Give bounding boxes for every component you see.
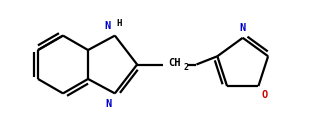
- Text: N: N: [104, 21, 111, 31]
- Text: H: H: [117, 19, 122, 28]
- Text: 2: 2: [183, 63, 188, 72]
- Text: N: N: [240, 23, 246, 33]
- Text: CH: CH: [169, 58, 181, 68]
- Text: N: N: [105, 99, 111, 109]
- Text: O: O: [261, 90, 268, 100]
